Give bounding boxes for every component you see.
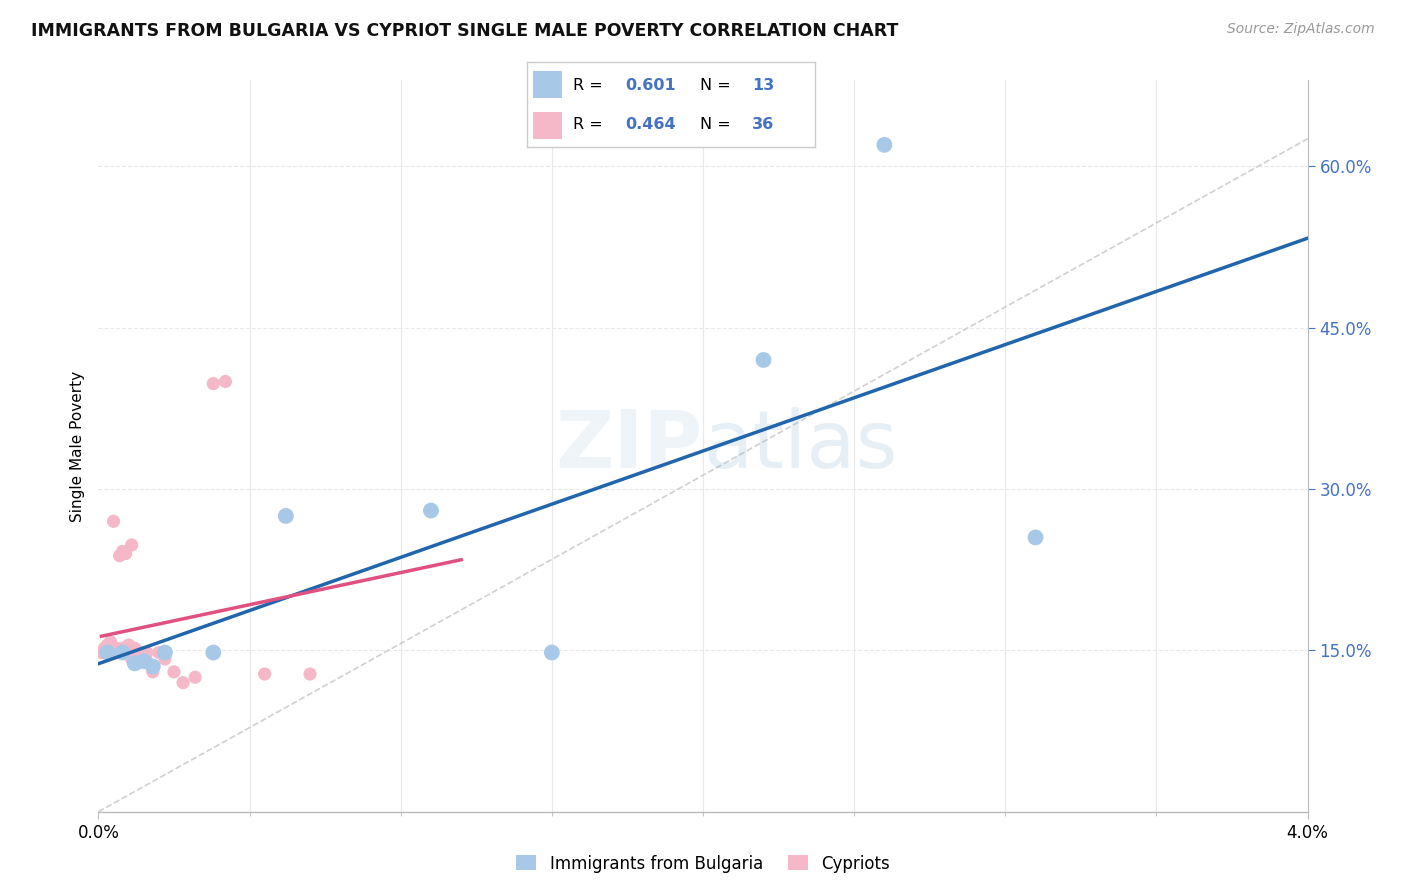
Point (153, 646, 176, 660)
Point (752, 353, 775, 368)
Point (214, 375, 236, 389)
Text: R =: R = (574, 117, 609, 132)
Point (127, 657, 149, 671)
Point (111, 646, 134, 660)
Point (135, 654, 157, 668)
Point (274, 508, 297, 523)
Point (103, 514, 125, 528)
Point (105, 641, 128, 656)
Point (114, 646, 136, 660)
Point (299, 667, 322, 681)
Text: N =: N = (700, 117, 737, 132)
Point (153, 652, 176, 666)
Point (96, 638, 118, 652)
Point (132, 652, 155, 666)
Text: N =: N = (700, 78, 737, 93)
Point (1025, 530, 1047, 544)
Point (127, 648, 149, 663)
Point (142, 665, 165, 679)
Point (124, 648, 146, 663)
Text: 13: 13 (752, 78, 775, 93)
Point (163, 665, 186, 679)
Bar (533, 71, 562, 98)
Point (253, 667, 276, 681)
Point (172, 675, 194, 690)
Point (108, 646, 131, 660)
Text: 0.601: 0.601 (626, 78, 676, 93)
Point (93, 641, 115, 656)
Point (420, 503, 443, 517)
Text: R =: R = (574, 78, 609, 93)
Text: Source: ZipAtlas.com: Source: ZipAtlas.com (1227, 22, 1375, 37)
Point (108, 549, 131, 563)
Point (135, 646, 157, 660)
Text: ZIP: ZIP (555, 407, 703, 485)
Point (121, 652, 143, 666)
Point (202, 646, 225, 660)
Point (142, 659, 165, 673)
Point (96, 646, 118, 660)
Point (148, 646, 170, 660)
Point (121, 538, 143, 552)
Point (105, 646, 128, 660)
Point (118, 646, 141, 660)
Text: atlas: atlas (703, 407, 897, 485)
Point (202, 376, 225, 391)
Point (124, 641, 146, 656)
Point (132, 654, 155, 668)
Bar (533, 112, 562, 139)
Legend: Immigrants from Bulgaria, Cypriots: Immigrants from Bulgaria, Cypriots (509, 848, 897, 880)
Point (114, 547, 136, 561)
Point (111, 641, 134, 656)
Point (100, 634, 122, 648)
Text: IMMIGRANTS FROM BULGARIA VS CYPRIOT SINGLE MALE POVERTY CORRELATION CHART: IMMIGRANTS FROM BULGARIA VS CYPRIOT SING… (31, 22, 898, 40)
Point (540, 646, 562, 660)
Point (129, 646, 152, 660)
Text: 0.464: 0.464 (626, 117, 676, 132)
Point (873, 137, 896, 152)
Point (118, 638, 141, 652)
Y-axis label: Single Male Poverty: Single Male Poverty (69, 370, 84, 522)
Point (184, 670, 207, 684)
Point (124, 657, 146, 671)
Point (90, 646, 112, 660)
Point (103, 643, 125, 657)
Point (111, 544, 134, 558)
Text: 36: 36 (752, 117, 775, 132)
